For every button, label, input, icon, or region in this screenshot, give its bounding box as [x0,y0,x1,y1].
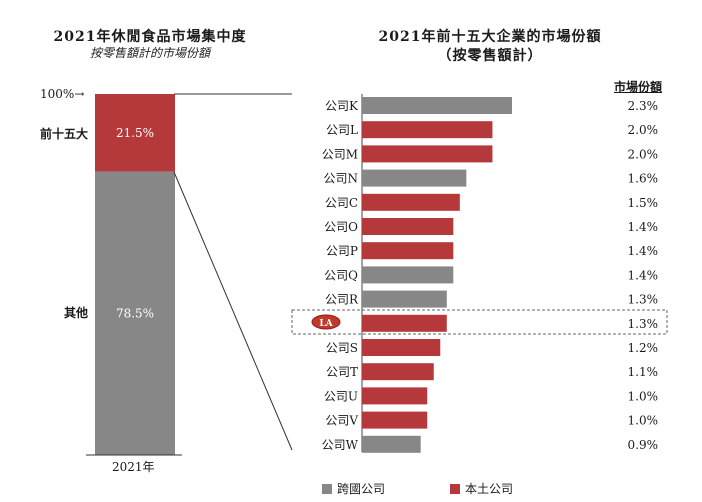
stacked-bar: 21.5% 78.5% [95,94,175,456]
bar-value-label: 2.0% [628,123,659,137]
bar-category-label: 公司N [323,172,358,186]
top-marker-value: 100% [40,87,75,101]
bar-value-label: 1.3% [628,293,659,307]
bar-1 [362,97,512,114]
bar-category-label: 公司W [322,438,359,452]
bar-category-label: 公司V [325,414,358,428]
bar-15 [362,435,421,453]
bar-category-label: 公司C [325,196,358,210]
arrow-right-icon: → [74,87,85,101]
bar-value-label: 1.4% [628,244,659,258]
bar-14 [362,411,428,429]
company-logo-icon: LA [311,314,341,330]
bar-3 [362,145,493,163]
legend-cross-label: 跨國公司 [337,482,386,496]
connector-bottom [173,171,293,451]
bar-category-label: 公司K [325,99,359,113]
bar-2 [362,121,493,139]
legend-local-swatch [450,483,460,494]
bar-value-label: 1.0% [628,389,659,403]
bar-value-label: 1.5% [628,196,659,210]
right-chart-subtitle: （按零售額計） [437,48,543,64]
bar-11 [362,339,441,356]
highlight-box [291,309,668,335]
bar-category-label: 公司O [324,220,358,234]
bar-12 [362,363,434,381]
bar-category-label: 公司M [322,147,358,161]
bar-value-label: 1.4% [628,268,659,282]
legend-local-label: 本土公司 [465,482,514,496]
bar-value-label: 1.4% [628,220,659,234]
bar-value-label: 1.2% [628,341,659,355]
segment-others-value: 78.5% [116,306,154,320]
bar-8 [362,266,454,284]
bar-4 [362,169,467,187]
left-x-label: 2021年 [112,460,155,474]
bar-category-label: 公司T [326,365,358,379]
bar-category-label: 公司L [326,123,358,137]
left-chart-subtitle: 按零售額計的市場份額 [89,46,210,60]
bar-9 [362,290,447,308]
bar-category-label: 公司S [326,341,358,355]
segment-top15 [95,94,175,172]
segment-top15-value: 21.5% [116,126,154,140]
bar-5 [362,193,460,211]
bar-value-label: 1.1% [628,365,659,379]
legend-cross: 跨國公司 [322,480,385,497]
share-column-header: 市場份額 [614,80,663,94]
bar-value-label: 2.3% [628,99,659,113]
bar-value-label: 2.0% [628,147,659,161]
segment-top15-label: 前十五大 [40,127,89,141]
bar-6 [362,218,454,235]
top-marker-label: 100%→ [40,87,84,101]
legend-cross-swatch [322,483,332,494]
bar-7 [362,242,454,260]
bar-value-label: 1.3% [628,317,659,331]
bar-value-label: 0.9% [628,438,659,452]
segment-others [95,171,175,456]
left-chart-title: 2021年休閒食品市場集中度 [53,29,247,45]
segment-others-label: 其他 [64,306,89,320]
svg-text:LA: LA [319,319,333,329]
bar-value-label: 1.6% [628,172,659,186]
bar-category-label: 公司R [325,293,359,307]
bar-category-label: 公司Q [324,268,358,282]
legend-local: 本土公司 [450,480,513,497]
bar-category-label: 公司P [326,244,358,258]
right-chart-title: 2021年前十五大企業的市場份額 [378,29,602,45]
bar-10 [362,314,447,332]
bar-category-label: 公司U [324,389,358,403]
bar-13 [362,387,428,405]
bar-value-label: 1.0% [628,414,659,428]
